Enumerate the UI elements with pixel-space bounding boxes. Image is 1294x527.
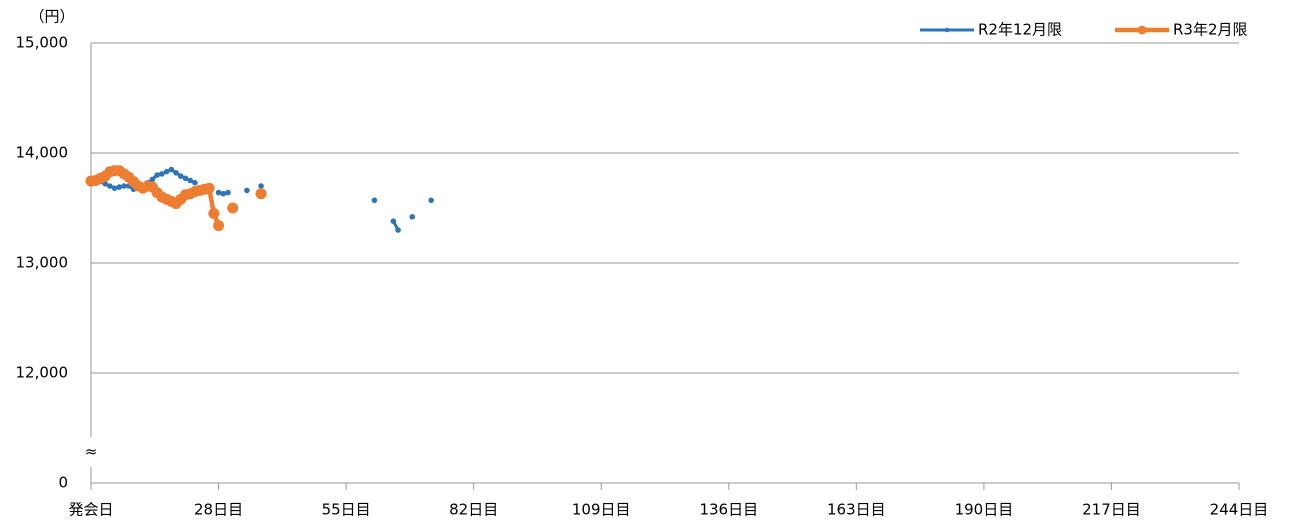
x-tick-label: 163日目 [827,501,886,519]
series-line [91,170,431,231]
data-point [258,183,264,189]
legend-label: R3年2月限 [1173,21,1248,39]
data-point [203,182,215,194]
y-tick-label: 15,000 [16,34,69,52]
data-point [107,183,113,189]
data-point [111,185,118,191]
data-point [395,227,401,233]
data-point [154,172,160,178]
x-tick-label: 82日目 [449,501,498,519]
legend-marker [944,27,950,33]
data-point [244,187,250,194]
data-point [208,208,220,219]
legend-label: R2年12月限 [978,21,1062,39]
data-point [168,166,175,173]
data-point [220,190,227,197]
data-point [192,179,198,186]
x-tick-label: 190日目 [955,501,1014,519]
data-point [371,197,378,204]
y-tick-label: 0 [58,474,68,492]
data-point [428,197,434,204]
data-point [177,173,184,179]
data-point [215,189,222,196]
x-tick-label: 217日目 [1082,501,1141,519]
x-tick-label: 244日目 [1210,501,1269,519]
y-unit-label: （円） [29,8,74,26]
x-tick-label: 28日目 [194,501,243,519]
axis-break: ≈ [85,443,98,461]
data-point [225,189,231,196]
x-tick-label: 発会日 [68,501,113,519]
y-tick-label: 14,000 [16,144,69,162]
y-tick-label: 13,000 [16,254,69,272]
data-point [149,176,156,183]
data-point [163,168,170,175]
data-point [159,171,165,177]
y-tick-label: 12,000 [16,364,69,382]
data-point [182,175,189,182]
data-point [116,184,123,190]
data-point [213,220,225,232]
data-point [173,170,179,176]
x-tick-label: 55日目 [322,501,371,519]
legend-marker [1137,25,1147,35]
data-point [390,218,397,224]
x-tick-label: 109日目 [572,501,631,519]
data-point [409,214,416,220]
x-tick-label: 136日目 [699,501,758,519]
data-point [187,177,194,184]
data-point [121,183,127,189]
data-point [255,188,267,200]
data-point [227,202,239,214]
